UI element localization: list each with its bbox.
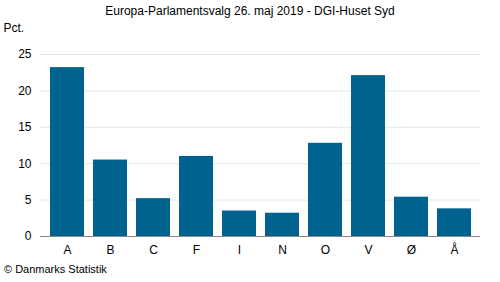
svg-text:5: 5 xyxy=(25,193,32,207)
svg-text:Ø: Ø xyxy=(407,243,416,257)
html-text:Europa-Parlamentsvalg 26. maj: Europa-Parlamentsvalg 26. maj 2019 - DGI… xyxy=(105,4,395,18)
svg-text:A: A xyxy=(63,243,71,257)
svg-text:C: C xyxy=(149,243,158,257)
svg-text:F: F xyxy=(193,243,200,257)
svg-text:10: 10 xyxy=(18,157,32,171)
svg-text:N: N xyxy=(278,243,287,257)
svg-text:O: O xyxy=(321,243,330,257)
svg-text:25: 25 xyxy=(18,47,32,61)
svg-text:20: 20 xyxy=(18,84,32,98)
html-text:© Danmarks Statistik: © Danmarks Statistik xyxy=(4,263,107,275)
svg-text:Pct.: Pct. xyxy=(4,21,25,35)
svg-text:I: I xyxy=(238,243,241,257)
svg-text:0: 0 xyxy=(25,229,32,243)
svg-text:15: 15 xyxy=(18,120,32,134)
svg-text:B: B xyxy=(106,243,114,257)
svg-text:Å: Å xyxy=(450,242,458,257)
svg-text:V: V xyxy=(364,243,372,257)
